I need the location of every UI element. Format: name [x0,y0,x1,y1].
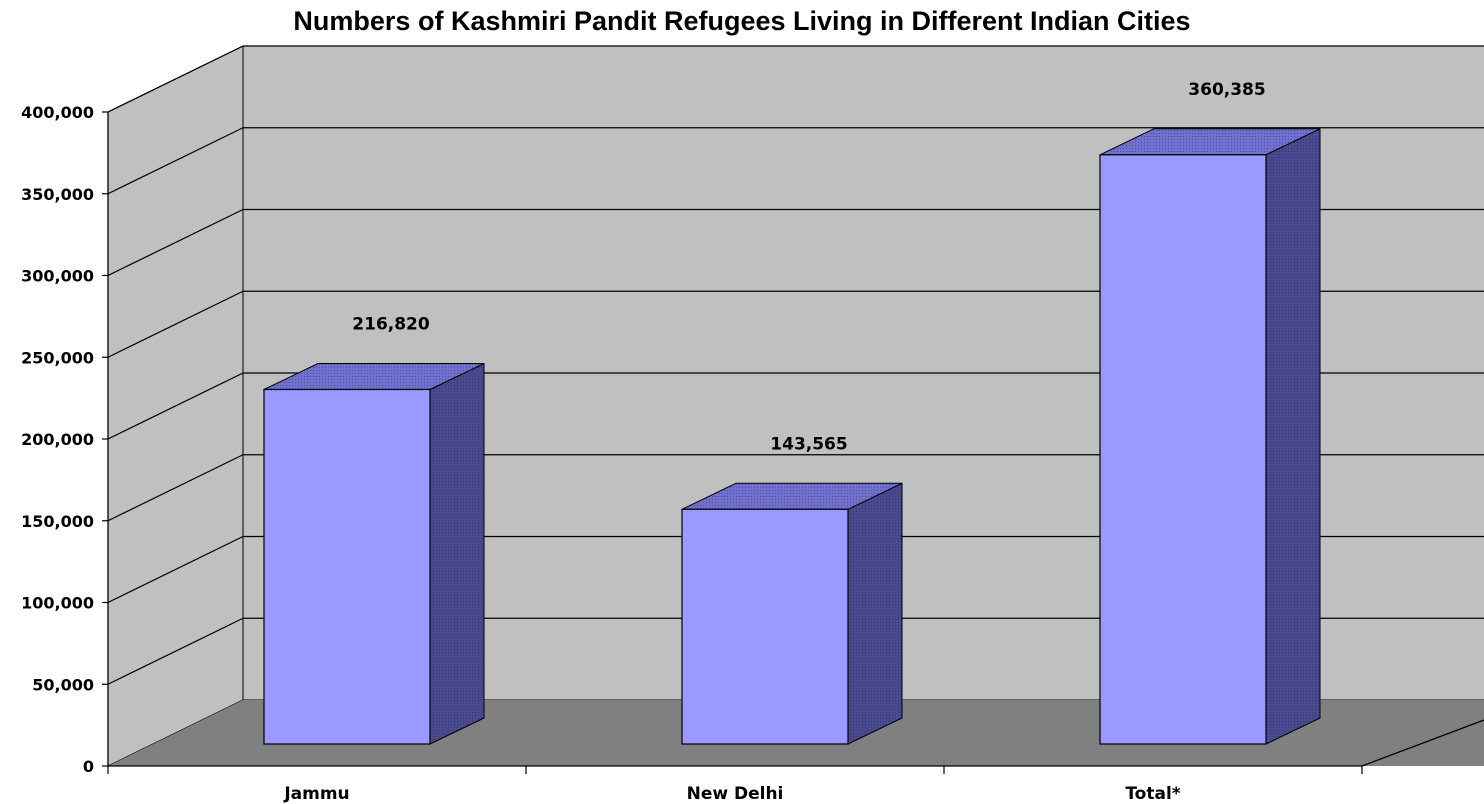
bar-top-texture [264,363,484,390]
y-tick-label: 300,000 [21,267,94,286]
y-tick-label: 400,000 [21,103,94,122]
y-tick-label: 0 [83,757,94,776]
gridline-side [107,127,244,195]
bar-side-texture [1266,128,1320,745]
x-tick-label: Jammu [283,784,349,804]
y-tick-label: 100,000 [21,594,94,613]
gridline-side [107,372,244,440]
data-label: 143,565 [770,434,847,454]
x-tick-label: Total* [1125,784,1180,804]
data-label: 216,820 [352,314,430,334]
gridline-side [107,535,244,604]
y-tick-label: 200,000 [21,430,94,449]
gridline-side [107,208,244,277]
y-tick-label: 250,000 [21,348,94,367]
x-tick-label: New Delhi [687,784,784,804]
bar [1099,154,1267,745]
y-tick-label: 350,000 [21,185,94,204]
data-label: 360,385 [1188,80,1265,100]
labels: 0 50,000 100,000 150,000 200,000 250,000 300,0… [21,80,1266,804]
bar [263,388,431,745]
axes [102,111,1484,774]
gridline-side [107,45,244,113]
bar-top-texture [1100,128,1320,155]
bar [681,508,849,745]
chart-title: Numbers of Kashmiri Pandit Refugees Livi… [293,6,1191,36]
bar-top-texture [682,483,902,510]
bar-side-texture [848,483,902,744]
y-tick-label: 50,000 [32,675,94,694]
gridline-side [107,290,244,358]
bars [263,127,1321,745]
gridline-side [107,454,244,522]
bar-side-texture [430,363,484,744]
floor-edge [1361,719,1484,767]
y-tick-label: 150,000 [21,512,94,531]
gridline-side [107,617,244,685]
